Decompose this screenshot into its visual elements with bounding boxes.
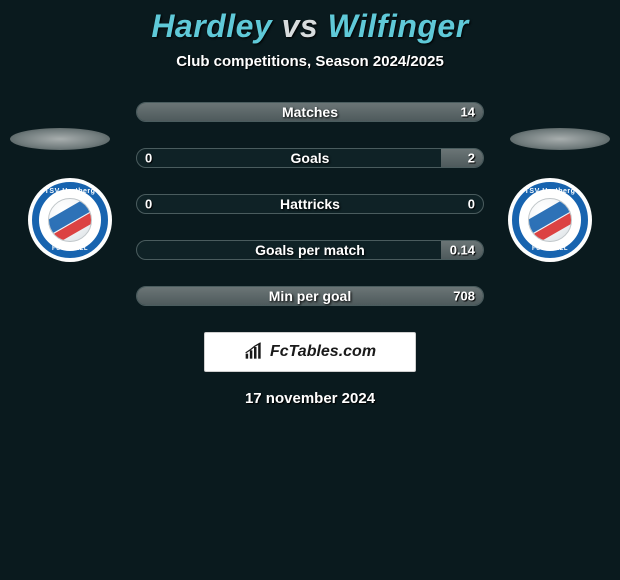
stat-label: Goals [291, 150, 330, 166]
stat-left-value: 0 [145, 151, 152, 166]
club-logo-right: TSV Hartberg FUSSBALL [508, 178, 592, 262]
stat-label: Min per goal [269, 288, 351, 304]
brand-text: FcTables.com [270, 343, 376, 361]
stat-right-value: 2 [468, 151, 475, 166]
stat-right-value: 708 [453, 289, 475, 304]
stat-row: 0.14 Goals per match [136, 240, 484, 260]
stat-right-value: 0.14 [450, 243, 475, 258]
player1-name: Hardley [151, 8, 272, 44]
stat-label: Hattricks [280, 196, 340, 212]
stat-right-value: 0 [468, 197, 475, 212]
logo-right-top-text: TSV Hartberg [525, 188, 576, 195]
date-label: 17 november 2024 [0, 390, 620, 407]
player2-shadow [510, 128, 610, 150]
stat-left-value: 0 [145, 197, 152, 212]
stat-label: Matches [282, 104, 338, 120]
player1-shadow [10, 128, 110, 150]
comparison-card: Hardley vs Wilfinger Club competitions, … [0, 0, 620, 407]
stat-row: 14 Matches [136, 102, 484, 122]
stat-right-value: 14 [461, 105, 475, 120]
brand-badge: FcTables.com [204, 332, 416, 372]
player2-name: Wilfinger [328, 8, 469, 44]
logo-left-bottom-text: FUSSBALL [52, 246, 88, 252]
soccer-ball-icon [528, 198, 572, 242]
stat-row: 708 Min per goal [136, 286, 484, 306]
stat-label: Goals per match [255, 242, 365, 258]
soccer-ball-icon [48, 198, 92, 242]
club-logo-left-inner: TSV Hartberg FUSSBALL [32, 182, 108, 258]
vs-label: vs [282, 8, 319, 44]
stats-panel: 14 Matches 0 2 Goals 0 0 Hattricks 0.14 Goals per… [136, 102, 484, 306]
club-logo-right-inner: TSV Hartberg FUSSBALL [512, 182, 588, 258]
logo-left-top-text: TSV Hartberg [45, 188, 96, 195]
subtitle: Club competitions, Season 2024/2025 [0, 53, 620, 70]
stat-row: 0 0 Hattricks [136, 194, 484, 214]
club-logo-left: TSV Hartberg FUSSBALL [28, 178, 112, 262]
stat-row: 0 2 Goals [136, 148, 484, 168]
page-title: Hardley vs Wilfinger [0, 8, 620, 45]
stat-fill-right [441, 149, 483, 167]
bar-chart-icon [244, 342, 264, 362]
logo-right-bottom-text: FUSSBALL [532, 246, 568, 252]
